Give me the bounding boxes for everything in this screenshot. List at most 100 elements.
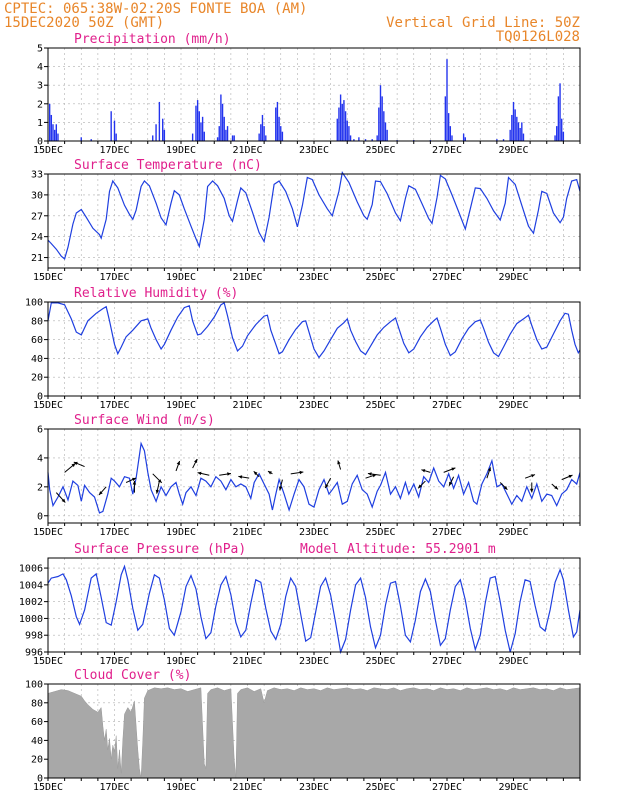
wind-arrow-head <box>421 469 426 473</box>
header-date: 15DEC2020 50Z (GMT) <box>4 15 164 31</box>
y-tick-label: 20 <box>31 755 43 766</box>
precip-bar <box>446 59 448 141</box>
wind-arrow-head <box>176 461 180 465</box>
y-tick-label: 0 <box>37 392 43 403</box>
x-tick-label: 21DEC <box>232 656 262 667</box>
x-tick-label: 27DEC <box>432 527 462 538</box>
y-tick-label: 2 <box>37 482 43 493</box>
x-tick-label: 29DEC <box>498 527 528 538</box>
wind-arrow-head <box>554 485 558 490</box>
y-tick-label: 60 <box>31 717 43 728</box>
header-model: TQ0126L028 <box>496 29 580 45</box>
wind-arrow-head <box>73 461 78 466</box>
precip-bar <box>554 135 556 141</box>
precip-bar <box>517 122 520 141</box>
wind-arrow-head <box>337 460 341 465</box>
precip-bar <box>265 135 267 141</box>
x-tick-label: 15DEC <box>33 782 63 793</box>
precip-bar <box>512 101 515 141</box>
precip-bar <box>451 135 453 141</box>
precip-bar <box>496 139 498 141</box>
x-tick-label: 17DEC <box>99 272 129 283</box>
panel-precip: 0 1 2 3 4 5 15DEC 17DEC 19DEC 21DEC 23DEC 25DEC 27DE… <box>33 32 581 156</box>
precip-bar <box>115 133 117 141</box>
x-tick-label: 19DEC <box>166 400 196 411</box>
precip-bar <box>201 116 204 141</box>
y-tick-label: 100 <box>25 298 43 309</box>
y-tick-label: 30 <box>31 190 43 201</box>
panel-rh: 0 20 40 60 80 100 15DEC 17DEC 19DEC 21DEC 23DEC 25D… <box>25 286 581 411</box>
precip-bar <box>225 129 227 141</box>
wind-arrow-head <box>238 475 243 479</box>
precip-bar <box>444 96 447 141</box>
x-tick-label: 25DEC <box>365 656 395 667</box>
y-tick-label: 33 <box>31 170 43 181</box>
precip-bar <box>233 135 235 141</box>
precip-bar <box>519 127 521 141</box>
precip-bar <box>336 118 338 141</box>
x-tick-label: 17DEC <box>99 656 129 667</box>
x-tick-label: 27DEC <box>432 782 462 793</box>
wind-arrow-head <box>194 459 198 463</box>
x-tick-label: 23DEC <box>299 782 329 793</box>
y-tick-label: 1 <box>37 118 43 129</box>
precip-bar <box>261 114 264 141</box>
y-tick-label: 1004 <box>19 580 43 591</box>
panel-title: Surface Temperature (nC) <box>74 158 262 173</box>
precip-bar <box>226 126 229 141</box>
x-tick-label: 15DEC <box>33 400 63 411</box>
y-tick-label: 1002 <box>19 597 43 608</box>
precip-bar <box>381 96 383 141</box>
x-tick-label: 17DEC <box>99 527 129 538</box>
panel-wind: 0 2 4 6 15DEC 17DEC 19DEC 21DEC 23DEC 25DEC 27DEC 2… <box>33 413 581 538</box>
precip-bar <box>447 113 450 141</box>
y-tick-label: 1000 <box>19 614 43 625</box>
header-station: CPTEC: 065:38W-02:20S FONTE BOA (AM) <box>4 1 307 17</box>
precip-bar <box>260 124 262 141</box>
y-tick-label: 998 <box>25 631 43 642</box>
precip-bar <box>343 100 345 141</box>
wind-arrow-head <box>451 467 456 471</box>
precip-bar <box>522 133 525 141</box>
precip-bar <box>562 131 565 141</box>
x-tick-label: 19DEC <box>166 272 196 283</box>
precip-bar <box>158 101 161 141</box>
precip-bar <box>338 107 340 141</box>
x-tick-label: 15DEC <box>33 527 63 538</box>
wind-line <box>47 441 581 514</box>
precip-bar <box>348 126 350 141</box>
precip-bar <box>220 94 222 141</box>
precip-bar <box>80 137 82 141</box>
x-tick-label: 23DEC <box>299 400 329 411</box>
x-tick-label: 25DEC <box>365 272 395 283</box>
y-tick-label: 0 <box>37 511 43 522</box>
precip-bar <box>339 94 342 141</box>
wind-arrow-head <box>487 467 491 472</box>
precip-bar <box>353 139 355 141</box>
precip-bar <box>57 133 59 141</box>
precip-bar <box>462 133 465 141</box>
precip-bar <box>276 101 279 141</box>
wind-arrow-head <box>531 474 535 478</box>
panel-temp: 21 24 27 30 33 15DEC 17DEC 19DEC 21DEC 23DEC 25DEC… <box>31 158 581 283</box>
precip-bar <box>216 137 219 141</box>
x-tick-label: 23DEC <box>299 656 329 667</box>
precip-bar <box>280 126 282 141</box>
header-grid-line: Vertical Grid Line: 50Z <box>386 15 580 31</box>
y-tick-label: 20 <box>31 373 43 384</box>
x-tick-label: 19DEC <box>166 656 196 667</box>
precip-bar <box>511 114 513 141</box>
precip-bar <box>90 139 92 141</box>
precip-bar <box>386 129 388 141</box>
x-tick-label: 21DEC <box>232 782 262 793</box>
precip-bar <box>341 103 343 141</box>
precip-bar <box>113 120 116 141</box>
y-tick-label: 0 <box>37 774 43 785</box>
wind-arrow-head <box>449 481 453 486</box>
wind-arrow-head <box>132 477 136 482</box>
panel-title: Relative Humidity (%) <box>74 286 238 301</box>
cloud-area <box>47 687 581 779</box>
y-tick-label: 5 <box>37 44 43 55</box>
x-tick-label: 23DEC <box>299 145 329 156</box>
